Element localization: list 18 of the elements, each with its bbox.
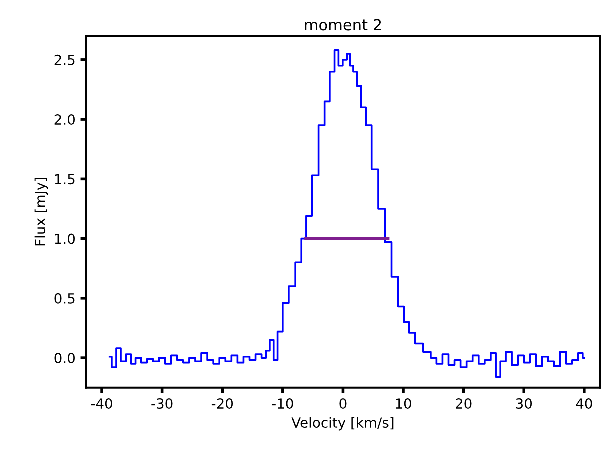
y-tick-label: 2.5 <box>54 54 75 66</box>
x-tick-label: 10 <box>396 398 412 410</box>
x-tick-label: 40 <box>576 398 592 410</box>
x-tick-label: 0 <box>340 398 347 410</box>
y-axis-title: Flux [mJy] <box>34 178 48 246</box>
chart-title: moment 2 <box>305 19 382 31</box>
x-tick-label: -20 <box>212 398 234 410</box>
y-tick-label: 0.0 <box>54 353 75 364</box>
x-tick-label: 20 <box>456 398 472 410</box>
y-tick-label: 1.0 <box>55 234 75 244</box>
y-tick-label: 1.5 <box>55 174 75 185</box>
x-tick-label: 30 <box>516 398 532 410</box>
x-tick-label: -40 <box>91 398 112 410</box>
y-tick-label: 0.5 <box>54 293 75 304</box>
x-tick-label: -30 <box>152 398 173 410</box>
x-tick-label: -10 <box>272 398 294 410</box>
x-axis-title: Velocity [km/s] <box>292 417 394 431</box>
y-tick-label: 2.0 <box>54 114 75 126</box>
